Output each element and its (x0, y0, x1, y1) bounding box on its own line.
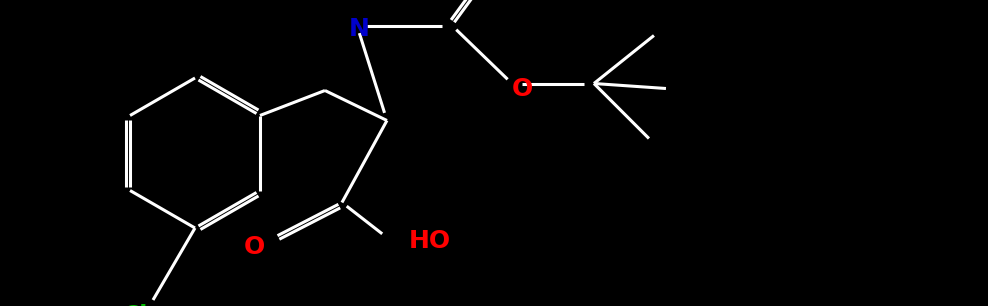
Text: Cl: Cl (123, 304, 148, 306)
Text: N: N (349, 17, 370, 42)
Text: HO: HO (409, 230, 452, 253)
Text: O: O (512, 77, 533, 102)
Text: O: O (243, 236, 265, 259)
